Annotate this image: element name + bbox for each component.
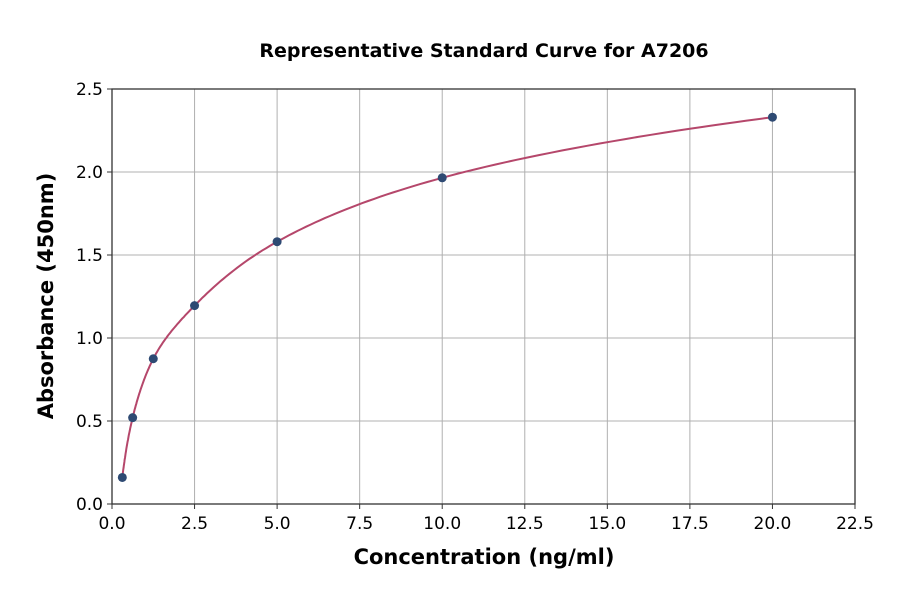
y-tick-label: 1.0 — [76, 329, 103, 349]
x-tick-label: 2.5 — [181, 514, 208, 534]
ticks: 0.0 2.5 5.0 7.5 10.0 12.5 15.0 17.5 20.0 22.5 0.0 0… — [76, 80, 874, 534]
x-axis-label: Concentration (ng/ml) — [354, 545, 615, 569]
data-point — [272, 237, 282, 247]
x-tick-label: 20.0 — [754, 514, 792, 534]
y-tick-label: 0.5 — [76, 412, 103, 432]
x-tick-label: 0.0 — [98, 514, 125, 534]
x-tick-label: 5.0 — [264, 514, 291, 534]
fit-curve — [121, 116, 773, 478]
data-point — [767, 112, 777, 122]
chart-title: Representative Standard Curve for A7206 — [259, 40, 708, 62]
y-tick-label: 0.0 — [76, 495, 103, 515]
x-tick-label: 15.0 — [588, 514, 626, 534]
y-tick-label: 2.5 — [76, 80, 103, 100]
data-point — [117, 472, 127, 482]
x-tick-label: 22.5 — [836, 514, 874, 534]
x-tick-label: 12.5 — [506, 514, 544, 534]
plot-frame — [111, 88, 856, 505]
x-tick-label: 17.5 — [671, 514, 709, 534]
y-axis-label: Absorbance (450nm) — [34, 173, 58, 420]
data-point — [148, 354, 158, 364]
data-points — [117, 112, 777, 482]
grid — [111, 88, 856, 505]
x-tick-label: 7.5 — [346, 514, 373, 534]
y-tick-label: 1.5 — [76, 246, 103, 266]
y-tick-label: 2.0 — [76, 163, 103, 183]
data-point — [128, 413, 138, 423]
x-tick-label: 10.0 — [423, 514, 461, 534]
data-point — [190, 301, 200, 311]
data-point — [437, 173, 447, 183]
